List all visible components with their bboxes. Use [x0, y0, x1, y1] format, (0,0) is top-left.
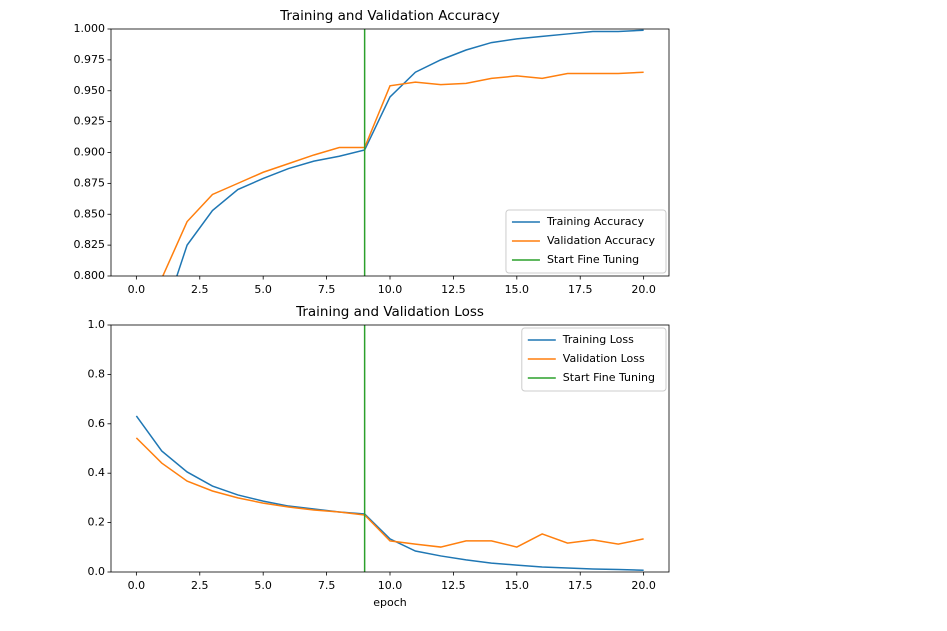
legend-label: Start Fine Tuning — [563, 371, 655, 384]
x-tick-label: 2.5 — [191, 283, 209, 296]
legend: Training Loss Validation Loss Start Fine T… — [521, 327, 667, 392]
y-tick-label: 0.2 — [88, 516, 106, 529]
y-tick-label: 0.4 — [88, 466, 106, 479]
x-tick-label: 15.0 — [505, 579, 530, 592]
y-tick-label: 0.975 — [74, 53, 106, 66]
legend-label: Start Fine Tuning — [547, 253, 639, 266]
y-tick-label: 0.8 — [88, 367, 106, 380]
legend: Training Accuracy Validation Accuracy Star… — [505, 209, 667, 274]
x-tick-label: 7.5 — [318, 283, 336, 296]
y-tick-label: 0.800 — [74, 269, 106, 282]
x-tick-label: 7.5 — [318, 579, 336, 592]
chart-title: Training and Validation Loss — [295, 304, 484, 320]
x-tick-label: 17.5 — [568, 283, 593, 296]
x-tick-label: 17.5 — [568, 579, 593, 592]
y-tick-label: 0.900 — [74, 146, 106, 159]
series-line — [162, 71, 644, 276]
x-tick-label: 0.0 — [128, 579, 146, 592]
y-tick-label: 0.875 — [74, 176, 106, 189]
x-tick-label: 0.0 — [128, 283, 146, 296]
chart-title: Training and Validation Accuracy — [279, 8, 500, 24]
legend-label: Validation Loss — [563, 352, 645, 365]
x-tick-label: 5.0 — [254, 579, 272, 592]
x-tick-label: 10.0 — [378, 579, 403, 592]
x-tick-label: 5.0 — [254, 283, 272, 296]
y-tick-label: 1.000 — [74, 22, 106, 35]
x-tick-label: 12.5 — [441, 283, 466, 296]
y-tick-label: 0.925 — [74, 115, 106, 128]
legend-label: Training Accuracy — [546, 215, 645, 228]
x-tick-label: 12.5 — [441, 579, 466, 592]
x-tick-label: 20.0 — [631, 283, 656, 296]
legend-box — [521, 327, 667, 392]
x-tick-label: 2.5 — [191, 579, 209, 592]
y-tick-label: 0.950 — [74, 84, 106, 97]
x-tick-label: 10.0 — [378, 283, 403, 296]
legend-label: Training Loss — [562, 333, 634, 346]
y-tick-label: 0.0 — [88, 565, 106, 578]
series-line — [135, 437, 644, 548]
y-tick-label: 0.6 — [88, 417, 106, 430]
legend-label: Validation Accuracy — [547, 234, 656, 247]
y-tick-label: 0.825 — [74, 238, 106, 251]
legend-box — [505, 209, 667, 274]
y-tick-label: 0.850 — [74, 207, 106, 220]
x-tick-label: 20.0 — [631, 579, 656, 592]
x-axis-label: epoch — [373, 596, 407, 609]
plot-lines — [162, 29, 644, 276]
plot-lines — [135, 325, 644, 572]
x-tick-label: 15.0 — [505, 283, 530, 296]
y-tick-label: 1.0 — [88, 318, 106, 331]
series-line — [176, 29, 644, 276]
series-line — [135, 415, 644, 572]
